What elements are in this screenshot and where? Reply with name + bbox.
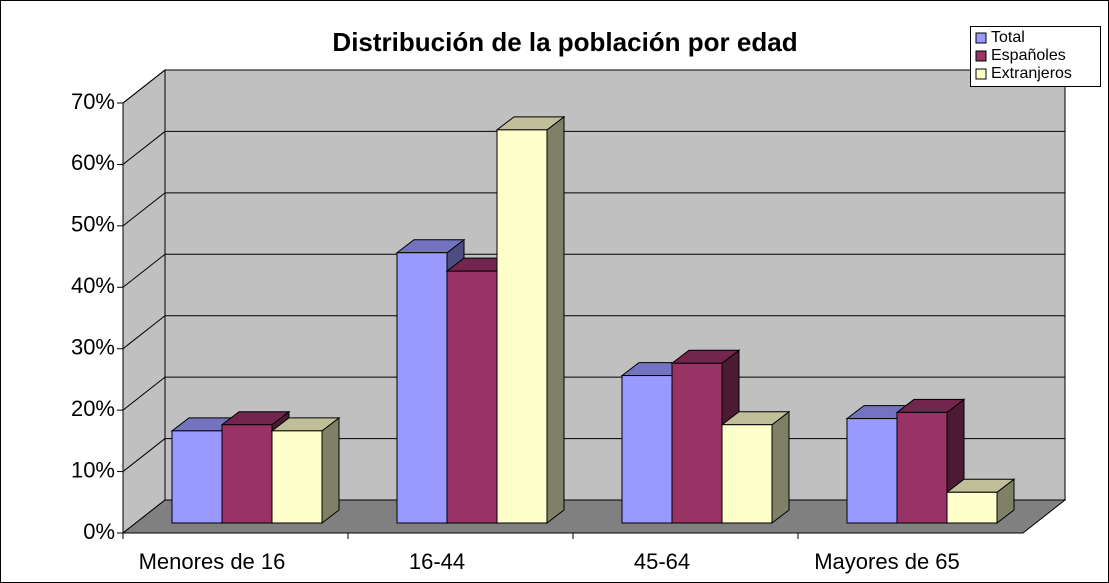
grid-line	[122, 69, 166, 104]
grid-line	[122, 192, 166, 227]
y-tick-label: 60%	[71, 150, 115, 175]
bar	[671, 362, 723, 524]
bar	[496, 129, 548, 524]
bar	[271, 430, 323, 524]
legend-label: Total	[991, 29, 1025, 46]
bar	[721, 424, 773, 524]
y-tick-label: 70%	[71, 89, 115, 114]
grid-line	[122, 253, 166, 288]
legend-swatch	[975, 50, 987, 62]
legend-swatch	[975, 68, 987, 80]
bar-side	[546, 115, 565, 525]
legend-swatch	[975, 32, 987, 44]
y-tick-label: 20%	[71, 396, 115, 421]
legend-label: Extranjeros	[991, 65, 1072, 82]
legend-label: Españoles	[991, 47, 1066, 64]
x-tick-label: 45-64	[634, 549, 690, 574]
legend-box	[970, 26, 1101, 87]
y-tick-label: 30%	[71, 335, 115, 360]
chart-title: Distribución de la población por edad	[332, 27, 797, 57]
grid-line	[122, 438, 166, 472]
bar	[221, 424, 273, 524]
bar	[396, 252, 448, 524]
bar-side	[771, 410, 790, 525]
bar-side	[321, 416, 340, 525]
bar	[446, 270, 498, 524]
bar	[621, 375, 673, 524]
bar	[896, 411, 948, 524]
bar	[946, 491, 998, 524]
y-tick-label: 50%	[71, 212, 115, 237]
x-tick-label: Mayores de 65	[814, 549, 960, 574]
grid-line	[122, 376, 166, 411]
x-tick-label: 16-44	[409, 549, 465, 574]
y-tick-label: 40%	[71, 273, 115, 298]
bar	[846, 418, 898, 524]
y-tick-label: 10%	[71, 457, 115, 482]
x-tick-label: Menores de 16	[139, 549, 286, 574]
grid-line	[122, 131, 166, 165]
bar	[171, 430, 223, 524]
grid-line	[122, 315, 166, 350]
side-wall	[122, 68, 166, 535]
y-tick-label: 0%	[83, 519, 115, 544]
